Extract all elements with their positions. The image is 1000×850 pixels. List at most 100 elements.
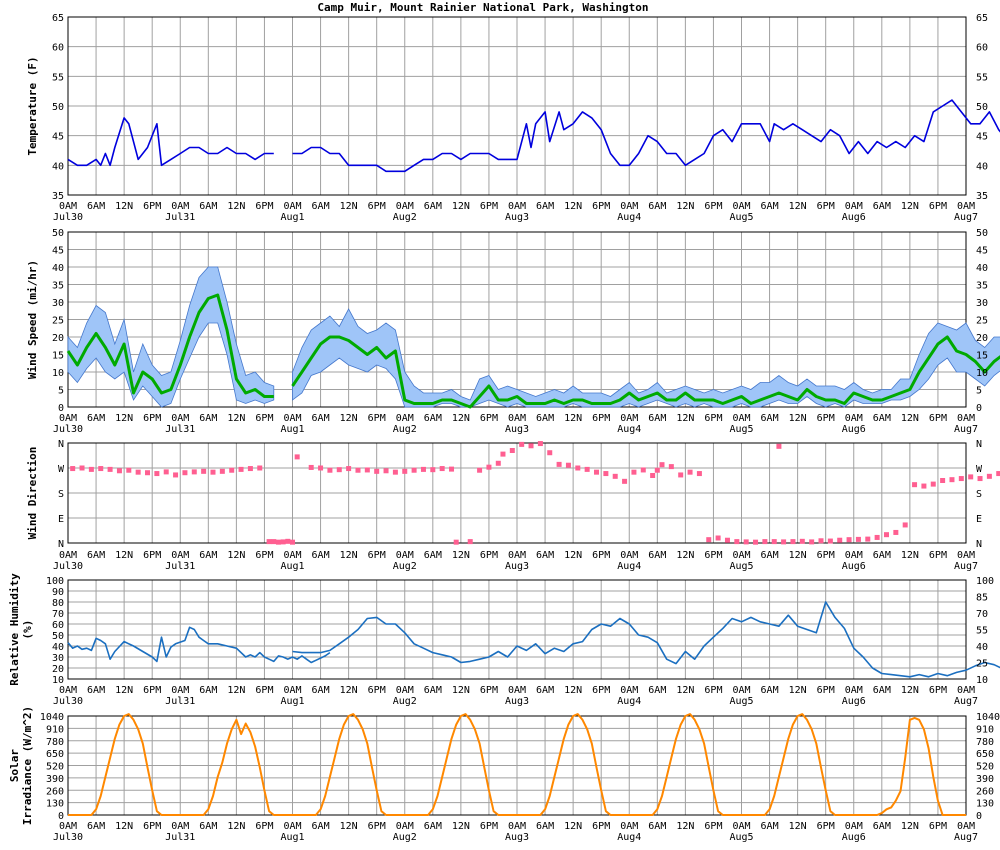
wind_speed-xtick: 12N [789,413,807,424]
humidity-xtick: 12N [115,685,133,696]
humidity-ytick-right: 55 [976,626,988,637]
wind_direction-xtick: 0AM [396,550,414,561]
humidity-xtick: 6AM [312,685,330,696]
wind-direction-point [986,473,992,479]
wind-direction-point [762,539,768,545]
wind-direction-point [346,466,352,472]
humidity-day-label: Aug5 [729,696,753,707]
solar-xtick: 0AM [508,821,526,832]
wind_direction-ytick-right: W [976,464,983,475]
solar-ytick-left: 0 [58,811,64,822]
wind-direction-point [247,466,253,472]
wind_direction-day-label: Jul31 [165,561,195,572]
humidity-line [292,601,1000,678]
solar-xtick: 12N [452,821,470,832]
solar-xtick: 6PM [143,821,161,832]
temperature-panel: 35 40 45 50 55 60 65 35 40 45 50 55 60 65 0AM 6AM 12N 6PM… [26,13,1000,223]
humidity-xtick: 0AM [59,685,77,696]
wind-direction-point [654,467,660,473]
wind-direction-point [659,462,665,468]
humidity-ytick-left: 40 [52,642,64,653]
wind-direction-point [336,467,342,473]
wind-direction-point [893,529,899,535]
solar-ytick-left: 390 [46,774,64,785]
wind_speed-ytick-right: 35 [976,281,988,292]
wind-direction-point [809,539,815,545]
wind_speed-ytick-left: 0 [58,403,64,414]
humidity-day-label: Aug7 [954,696,978,707]
wind_speed-xtick: 0AM [620,413,638,424]
temperature-xtick: 6AM [312,201,330,212]
wind_direction-xtick: 6PM [704,550,722,561]
humidity-xtick: 6AM [873,685,891,696]
wind_direction-day-label: Aug2 [393,561,417,572]
wind-direction-point [715,535,721,541]
wind-direction-point [210,469,216,475]
temperature-ytick-left: 55 [52,72,64,83]
solar-xtick: 6PM [480,821,498,832]
humidity-ytick-left: 50 [52,631,64,642]
wind_speed-xtick: 12N [227,413,245,424]
wind_speed-xtick: 6PM [480,413,498,424]
solar-ytick-right: 650 [976,749,994,760]
humidity-ytick-left: 60 [52,620,64,631]
wind-direction-point [818,538,824,544]
wind-direction-point [327,467,333,473]
wind-direction-point [191,469,197,475]
wind-direction-point [116,468,122,474]
humidity-xtick: 6PM [255,685,273,696]
wind_speed-xtick: 6PM [817,413,835,424]
wind_speed-xtick: 6AM [312,413,330,424]
wind-range-band [292,308,1000,408]
wind_speed-day-label: Aug7 [954,424,978,435]
humidity-ytick-right: 85 [976,593,988,604]
humidity-xtick: 6AM [648,685,666,696]
wind_direction-xtick: 12N [340,550,358,561]
solar-xtick: 6PM [592,821,610,832]
wind_speed-ytick-left: 45 [52,246,64,257]
humidity-day-label: Jul31 [165,696,195,707]
wind-direction-point [392,469,398,475]
wind_speed-xtick: 6PM [704,413,722,424]
wind_direction-xtick: 6AM [199,550,217,561]
solar-day-label: Aug7 [954,832,978,843]
wind-direction-point [940,478,946,483]
humidity-xtick: 6PM [368,685,386,696]
wind_direction-ytick-right: N [976,439,982,450]
wind_speed-xtick: 12N [452,413,470,424]
solar-ytick-right: 520 [976,762,994,773]
temperature-ylabel: Temperature (F) [26,56,39,155]
temperature-frame [67,16,967,196]
temperature-xtick: 6AM [761,201,779,212]
temperature-xtick: 0AM [171,201,189,212]
humidity-xtick: 0AM [845,685,863,696]
solar-xtick: 0AM [957,821,975,832]
wind_speed-xtick: 12N [676,413,694,424]
wind_direction-xtick: 12N [227,550,245,561]
temperature-xtick: 6AM [648,201,666,212]
temperature-xtick: 12N [676,201,694,212]
wind-direction-point [308,464,314,470]
solar-ytick-right: 390 [976,774,994,785]
wind_direction-frame [67,442,967,544]
wind-direction-point [949,477,955,483]
solar-xtick: 6AM [312,821,330,832]
wind-direction-point [107,466,113,472]
wind_direction-ytick-left: N [58,539,64,550]
humidity-ytick-left: 100 [46,576,64,587]
humidity-ylabel: Relative Humidity [8,573,21,686]
wind_direction-day-label: Aug7 [954,561,978,572]
humidity-ytick-right: 10 [976,675,988,686]
wind-direction-point [781,539,787,545]
wind-direction-point [135,469,141,475]
humidity-xtick: 12N [676,685,694,696]
wind_speed-day-label: Aug4 [617,424,641,435]
wind-direction-point [439,466,445,472]
wind_speed-day-label: Aug2 [393,424,417,435]
solar-xtick: 6AM [536,821,554,832]
humidity-xtick: 6AM [424,685,442,696]
temperature-xtick: 0AM [508,201,526,212]
wind_speed-ytick-left: 5 [58,386,64,397]
temperature-xtick: 6PM [592,201,610,212]
